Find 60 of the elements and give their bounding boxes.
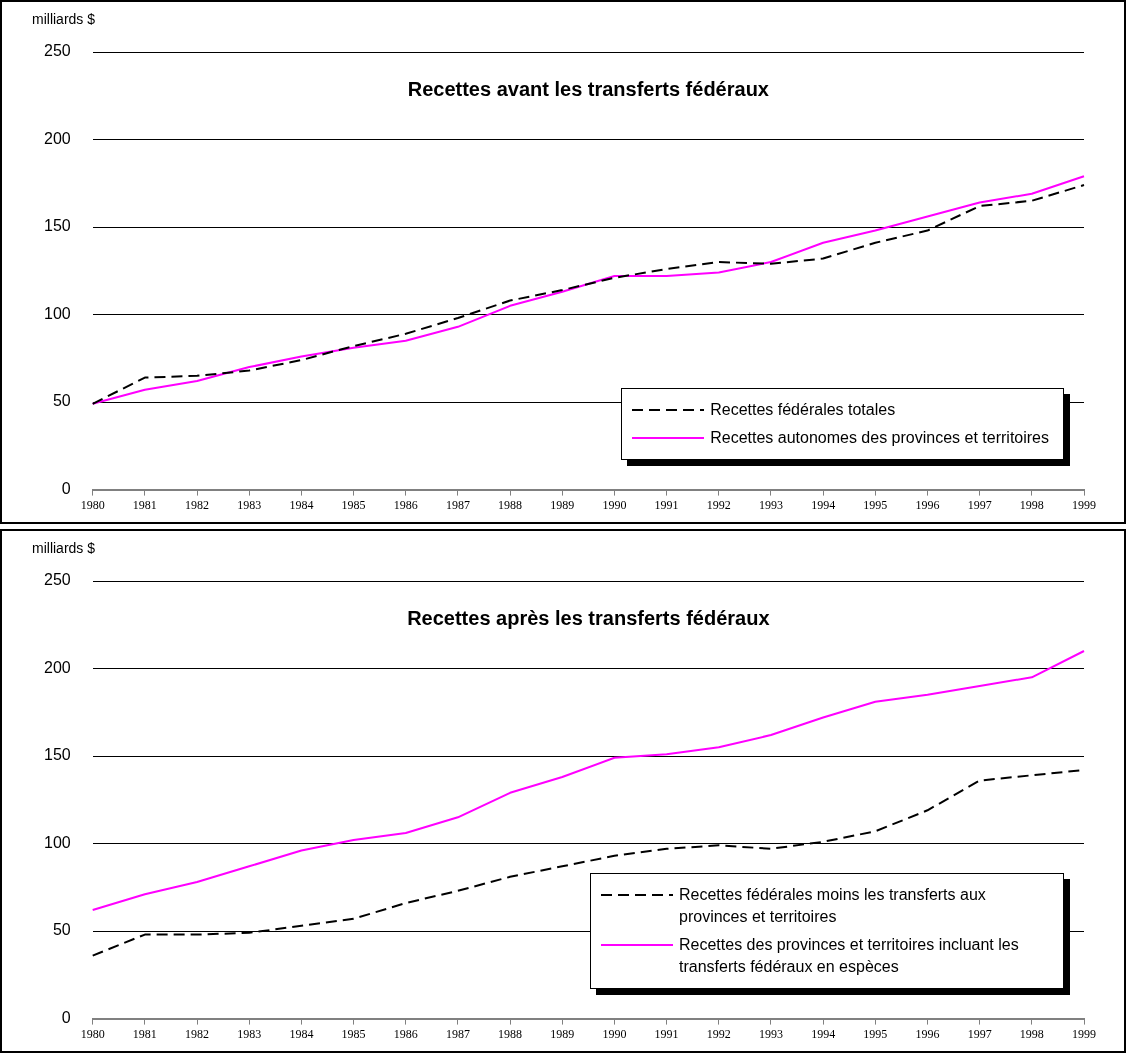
x-tick-label: 1998 xyxy=(1019,497,1044,512)
x-tick-label: 1994 xyxy=(811,497,836,512)
x-tick-label: 1997 xyxy=(967,1026,992,1041)
x-tick-label: 1983 xyxy=(237,497,262,512)
x-tick-label: 1989 xyxy=(550,1026,575,1041)
y-tick-label: 50 xyxy=(52,392,71,410)
x-tick-label: 1986 xyxy=(393,1026,418,1041)
x-tick-label: 1984 xyxy=(289,1026,314,1041)
y-tick-label: 0 xyxy=(61,1009,71,1027)
legend-label: Recettes des provinces et territoires incluant les transferts fédéraux en espèces xyxy=(679,934,1020,977)
x-tick-label: 1983 xyxy=(237,1026,262,1041)
legend-label: Recettes fédérales totales xyxy=(710,399,896,420)
text: Recettes avant les transferts fédéraux xyxy=(407,77,769,100)
y-tick-label: 200 xyxy=(43,658,71,676)
x-tick-label: 1996 xyxy=(915,1026,940,1041)
y-tick-label: 150 xyxy=(43,746,71,764)
x-tick-label: 1991 xyxy=(654,1026,679,1041)
x-tick-label: 1991 xyxy=(654,497,679,512)
x-tick-label: 1988 xyxy=(498,497,523,512)
x-tick-label: 1981 xyxy=(132,497,157,512)
x-tick-label: 1987 xyxy=(445,497,470,512)
y-axis-title: milliards $ xyxy=(32,10,96,27)
x-tick-label: 1992 xyxy=(706,497,731,512)
x-tick-label: 1980 xyxy=(80,497,105,512)
x-tick-label: 1980 xyxy=(80,1026,105,1041)
y-tick-label: 0 xyxy=(61,480,71,498)
y-tick-label: 150 xyxy=(43,217,71,235)
x-tick-label: 1987 xyxy=(445,1026,470,1041)
x-tick-label: 1995 xyxy=(863,1026,888,1041)
x-tick-label: 1985 xyxy=(341,1026,366,1041)
legend-label: Recettes fédérales moins les transferts aux provinces et territoires xyxy=(679,884,987,927)
y-tick-label: 250 xyxy=(43,571,71,589)
x-tick-label: 1995 xyxy=(863,497,888,512)
y-tick-label: 200 xyxy=(43,129,71,147)
x-tick-label: 1993 xyxy=(758,497,783,512)
y-axis-title: milliards $ xyxy=(32,539,96,556)
x-tick-label: 1982 xyxy=(185,1026,210,1041)
y-tick-label: 100 xyxy=(43,304,71,322)
x-tick-label: 1982 xyxy=(185,497,210,512)
x-tick-label: 1981 xyxy=(132,1026,157,1041)
x-tick-label: 1986 xyxy=(393,497,418,512)
x-tick-label: 1993 xyxy=(758,1026,783,1041)
x-tick-label: 1990 xyxy=(602,497,627,512)
x-tick-label: 1989 xyxy=(550,497,575,512)
x-tick-label: 1999 xyxy=(1072,497,1096,512)
y-tick-label: 50 xyxy=(52,921,71,939)
y-tick-label: 100 xyxy=(43,833,71,851)
x-tick-label: 1984 xyxy=(289,497,314,512)
x-tick-label: 1990 xyxy=(602,1026,627,1041)
legend-label: Recettes autonomes des provinces et territoires xyxy=(710,427,1049,448)
x-tick-label: 1988 xyxy=(498,1026,523,1041)
x-tick-label: 1994 xyxy=(811,1026,836,1041)
x-tick-label: 1997 xyxy=(967,497,992,512)
x-tick-label: 1999 xyxy=(1072,1026,1096,1041)
x-tick-label: 1985 xyxy=(341,497,366,512)
y-tick-label: 250 xyxy=(43,42,71,60)
text: Recettes après les transferts fédéraux xyxy=(407,606,770,629)
x-tick-label: 1996 xyxy=(915,497,940,512)
x-tick-label: 1998 xyxy=(1019,1026,1044,1041)
x-tick-label: 1992 xyxy=(706,1026,731,1041)
